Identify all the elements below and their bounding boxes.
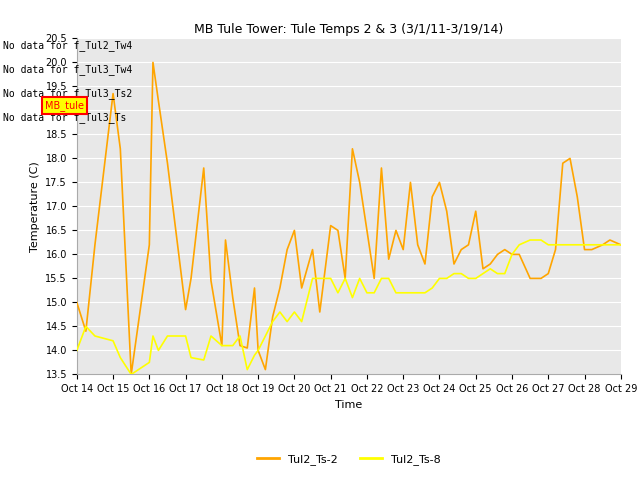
Text: No data for f_Tul3_Ts: No data for f_Tul3_Ts [3,112,127,123]
Y-axis label: Temperature (C): Temperature (C) [30,161,40,252]
X-axis label: Time: Time [335,400,362,409]
Text: No data for f_Tul3_Ts2: No data for f_Tul3_Ts2 [3,88,132,99]
Text: No data for f_Tul3_Tw4: No data for f_Tul3_Tw4 [3,64,132,75]
Text: MB_tule: MB_tule [45,100,84,111]
Title: MB Tule Tower: Tule Temps 2 & 3 (3/1/11-3/19/14): MB Tule Tower: Tule Temps 2 & 3 (3/1/11-… [194,23,504,36]
Text: No data for f_Tul2_Tw4: No data for f_Tul2_Tw4 [3,40,132,51]
Legend: Tul2_Ts-2, Tul2_Ts-8: Tul2_Ts-2, Tul2_Ts-8 [252,450,445,469]
